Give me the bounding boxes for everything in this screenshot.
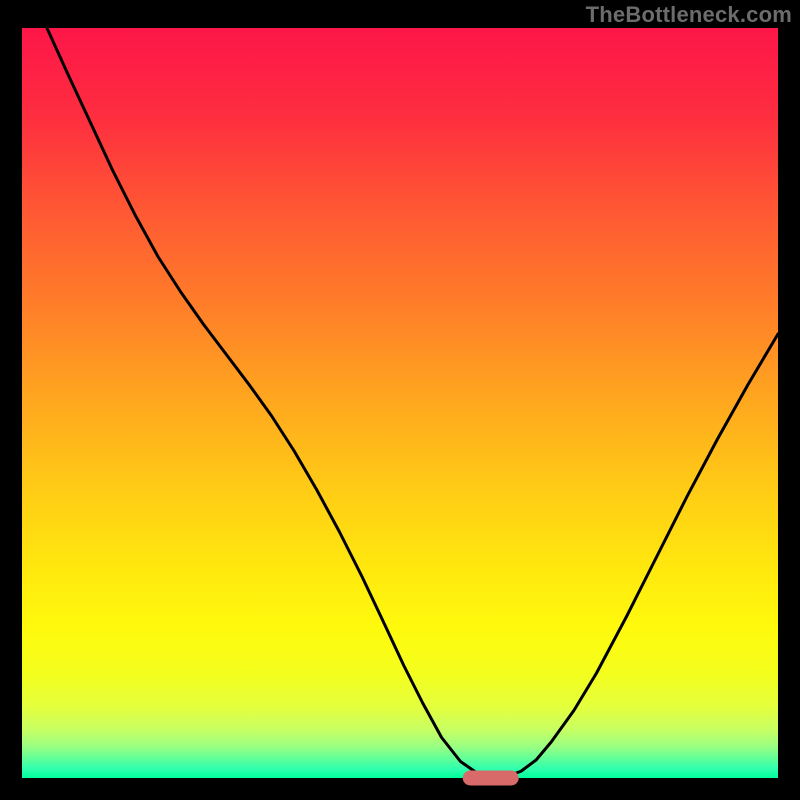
bottleneck-chart <box>0 0 800 800</box>
chart-frame: TheBottleneck.com <box>0 0 800 800</box>
gradient-background <box>22 28 778 778</box>
optimal-point-marker <box>463 771 519 786</box>
